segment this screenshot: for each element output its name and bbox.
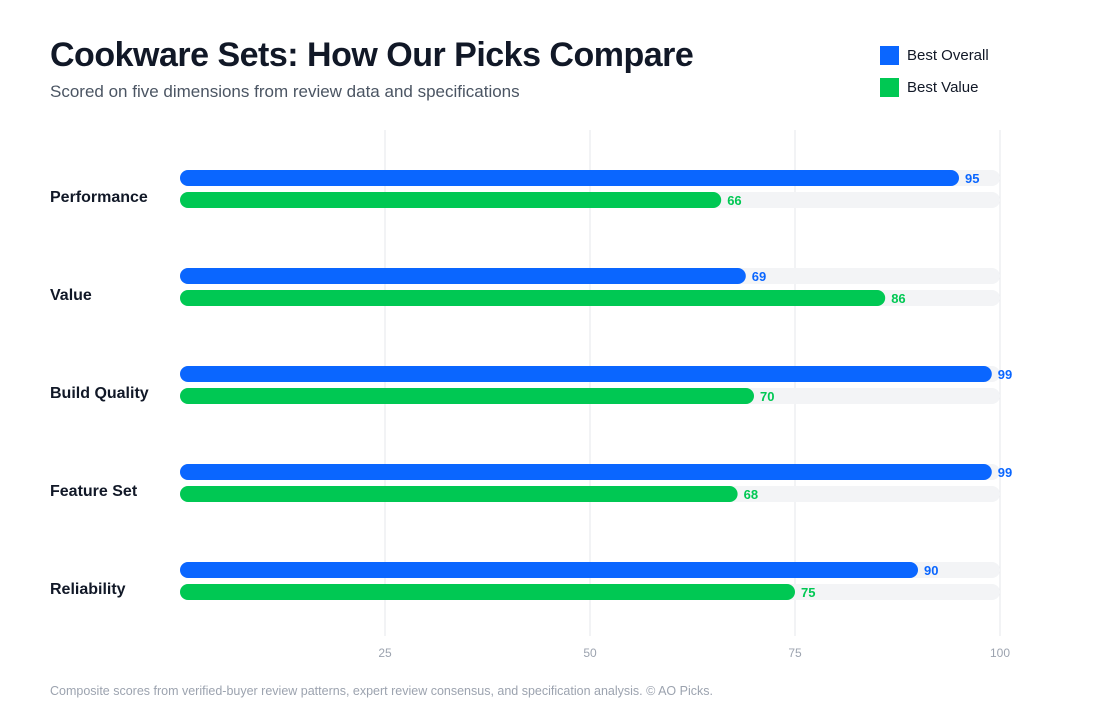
bar-performance-best-value [180, 192, 722, 208]
legend-item-best-overall: Best Overall [880, 44, 989, 66]
value-label-build-quality-best-value: 70 [760, 389, 774, 404]
bar-reliability-best-overall [180, 562, 918, 578]
category-label-build-quality: Build Quality [50, 385, 149, 402]
legend-label-best-value: Best Value [907, 78, 979, 96]
legend-label-best-overall: Best Overall [907, 46, 989, 64]
category-label-performance: Performance [50, 189, 148, 206]
value-label-performance-best-overall: 95 [965, 171, 979, 186]
bar-performance-best-overall [180, 170, 959, 186]
value-label-build-quality-best-overall: 99 [998, 367, 1012, 382]
legend-swatch-best-overall [880, 45, 899, 65]
legend: Best Overall Best Value [880, 44, 989, 108]
bar-reliability-best-value [180, 584, 795, 600]
bar-build-quality-best-value [180, 388, 754, 404]
value-label-feature-set-best-value: 68 [744, 487, 758, 502]
chart-subtitle: Scored on five dimensions from review da… [50, 82, 520, 101]
x-tick-label-50: 50 [583, 646, 597, 660]
category-label-feature-set: Feature Set [50, 483, 138, 500]
bar-feature-set-best-value [180, 486, 738, 502]
x-tick-label-75: 75 [788, 646, 802, 660]
value-label-reliability-best-value: 75 [801, 585, 815, 600]
bar-build-quality-best-overall [180, 366, 992, 382]
value-label-performance-best-value: 66 [727, 193, 741, 208]
footer-note: Composite scores from verified-buyer rev… [50, 684, 713, 698]
value-label-value-best-value: 86 [891, 291, 905, 306]
value-label-feature-set-best-overall: 99 [998, 465, 1012, 480]
value-label-value-best-overall: 69 [752, 269, 766, 284]
x-tick-label-25: 25 [378, 646, 392, 660]
chart-title: Cookware Sets: How Our Picks Compare [50, 36, 694, 74]
bar-value-best-value [180, 290, 886, 306]
x-tick-label-100: 100 [990, 646, 1010, 660]
bar-feature-set-best-overall [180, 464, 992, 480]
bar-value-best-overall [180, 268, 746, 284]
legend-swatch-best-value [880, 77, 899, 97]
category-label-value: Value [50, 287, 92, 304]
category-label-reliability: Reliability [50, 581, 126, 598]
value-label-reliability-best-overall: 90 [924, 563, 938, 578]
legend-item-best-value: Best Value [880, 76, 989, 98]
